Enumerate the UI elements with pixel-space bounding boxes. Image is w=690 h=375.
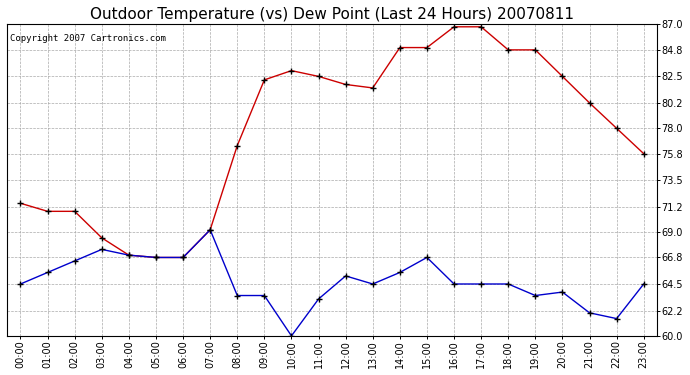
Text: Copyright 2007 Cartronics.com: Copyright 2007 Cartronics.com (10, 34, 166, 43)
Title: Outdoor Temperature (vs) Dew Point (Last 24 Hours) 20070811: Outdoor Temperature (vs) Dew Point (Last… (90, 7, 574, 22)
